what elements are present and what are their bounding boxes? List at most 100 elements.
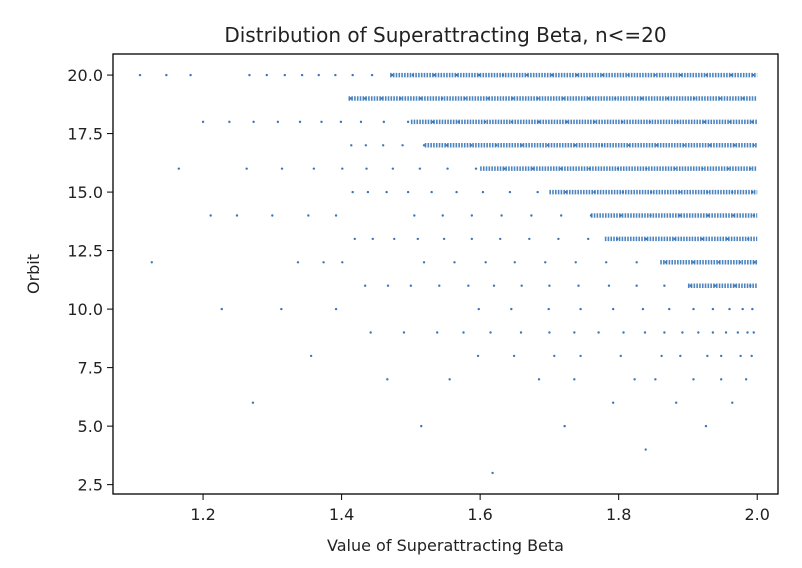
data-point bbox=[334, 214, 338, 217]
data-point bbox=[547, 307, 550, 311]
data-point bbox=[711, 307, 715, 311]
data-point bbox=[573, 144, 577, 147]
data-point bbox=[718, 97, 722, 100]
data-point bbox=[364, 144, 368, 147]
data-point bbox=[401, 144, 404, 147]
data-point bbox=[703, 120, 706, 124]
data-point bbox=[530, 214, 533, 217]
data-point bbox=[750, 354, 753, 358]
data-point bbox=[334, 73, 337, 77]
data-point bbox=[557, 237, 560, 241]
data-point bbox=[385, 190, 388, 194]
data-point bbox=[692, 261, 695, 264]
data-point bbox=[520, 284, 523, 287]
data-point bbox=[351, 73, 354, 77]
data-point bbox=[588, 167, 591, 170]
data-point bbox=[484, 261, 487, 264]
data-point bbox=[573, 331, 576, 334]
data-point bbox=[165, 73, 168, 77]
data-point bbox=[724, 331, 728, 334]
y-tick-label: 15.0 bbox=[67, 183, 103, 202]
data-point bbox=[419, 97, 422, 100]
data-point bbox=[663, 284, 666, 287]
data-point bbox=[470, 214, 474, 217]
data-point bbox=[732, 214, 735, 217]
data-point bbox=[633, 378, 636, 381]
data-point bbox=[749, 167, 752, 170]
data-point bbox=[705, 73, 708, 77]
data-point bbox=[462, 331, 465, 334]
data-point bbox=[418, 167, 422, 170]
data-point bbox=[201, 120, 205, 124]
data-point bbox=[611, 401, 615, 404]
data-point bbox=[312, 167, 316, 170]
data-point bbox=[692, 378, 695, 381]
data-point bbox=[413, 214, 416, 217]
data-point bbox=[334, 307, 338, 311]
data-point bbox=[620, 120, 624, 124]
data-point bbox=[565, 120, 568, 124]
data-point bbox=[276, 120, 280, 124]
data-point bbox=[739, 354, 742, 358]
data-point bbox=[487, 97, 490, 100]
y-axis-ticks: 2.5 5.0 7.5 10.0 12.5 15.0 17.5 20.0 bbox=[67, 66, 113, 495]
data-point bbox=[717, 261, 721, 264]
data-point bbox=[455, 190, 458, 194]
data-point bbox=[676, 120, 679, 124]
data-point bbox=[645, 237, 648, 241]
data-point bbox=[713, 284, 717, 287]
data-point bbox=[673, 167, 676, 170]
data-point bbox=[365, 167, 368, 170]
data-point bbox=[605, 261, 608, 264]
data-point bbox=[682, 144, 685, 147]
chart-title: Distribution of Superattracting Beta, n<… bbox=[224, 23, 666, 47]
data-point bbox=[553, 354, 556, 358]
data-point bbox=[681, 331, 684, 334]
data-point bbox=[322, 261, 325, 264]
data-point bbox=[420, 424, 423, 428]
data-point bbox=[664, 261, 667, 264]
data-point bbox=[442, 237, 446, 241]
data-point bbox=[309, 354, 313, 358]
data-point bbox=[391, 167, 395, 170]
data-point bbox=[731, 190, 734, 194]
data-point bbox=[678, 214, 681, 217]
data-point bbox=[483, 120, 487, 124]
data-point bbox=[512, 354, 516, 358]
data-point bbox=[280, 167, 284, 170]
data-point bbox=[689, 284, 692, 287]
data-point bbox=[476, 354, 480, 358]
data-point bbox=[499, 237, 502, 241]
data-point bbox=[339, 120, 343, 124]
data-point bbox=[463, 97, 467, 100]
data-point bbox=[481, 190, 485, 194]
y-tick-label: 20.0 bbox=[67, 66, 103, 85]
x-tick-label: 1.8 bbox=[606, 505, 631, 524]
y-tick-label: 10.0 bbox=[67, 300, 103, 319]
data-point bbox=[511, 97, 514, 100]
data-point bbox=[510, 120, 514, 124]
data-point bbox=[406, 120, 410, 124]
data-point bbox=[753, 261, 756, 264]
data-point bbox=[251, 401, 255, 404]
data-point bbox=[648, 120, 652, 124]
data-point bbox=[189, 73, 192, 77]
x-tick-label: 1.6 bbox=[467, 505, 492, 524]
data-point bbox=[422, 144, 426, 147]
data-point bbox=[469, 144, 473, 147]
data-point bbox=[252, 120, 255, 124]
y-tick-label: 5.0 bbox=[78, 417, 103, 436]
data-point bbox=[607, 284, 611, 287]
data-point bbox=[746, 331, 749, 334]
data-point bbox=[674, 401, 678, 404]
data-point bbox=[660, 354, 663, 358]
data-point bbox=[673, 237, 676, 241]
data-point bbox=[320, 120, 323, 124]
data-point bbox=[600, 144, 604, 147]
data-point bbox=[719, 378, 723, 381]
data-point bbox=[744, 378, 748, 381]
data-point bbox=[416, 237, 419, 241]
x-tick-label: 2.0 bbox=[744, 505, 769, 524]
data-point bbox=[430, 190, 433, 194]
data-point bbox=[531, 167, 534, 170]
